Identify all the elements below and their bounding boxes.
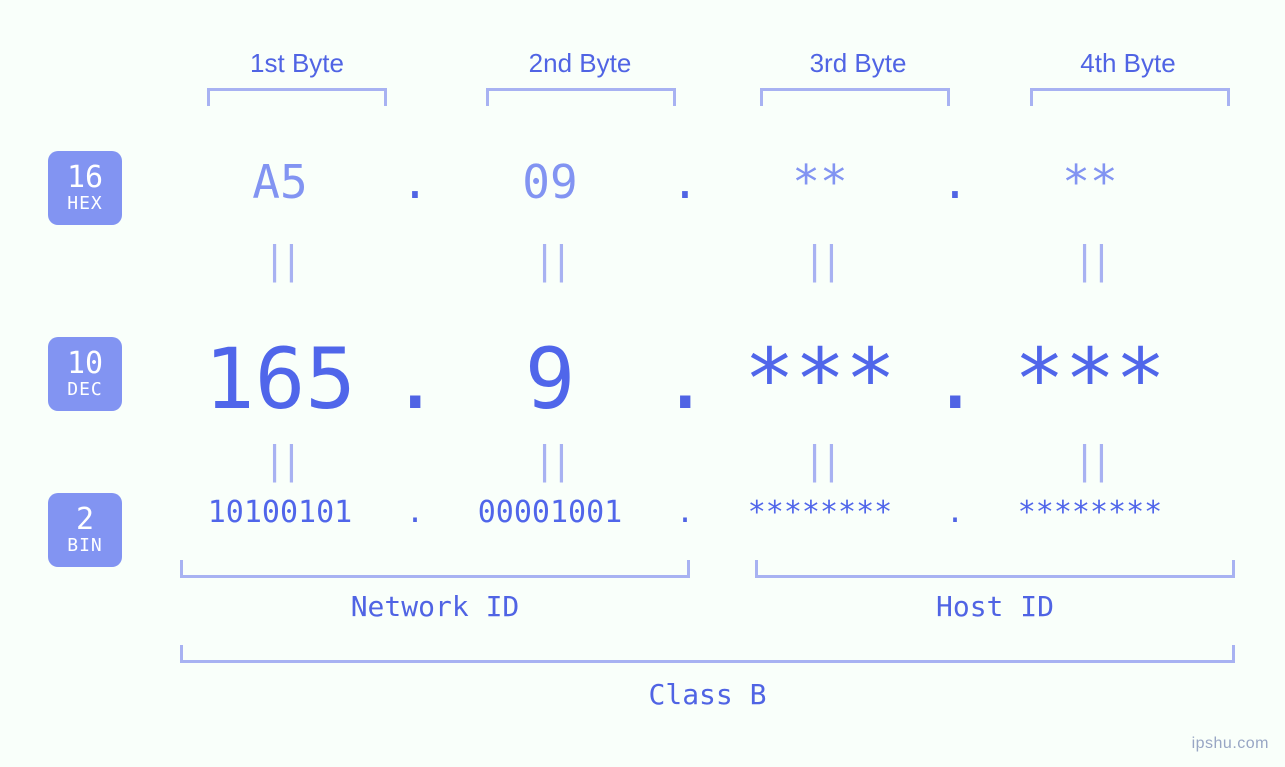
dot-icon: . <box>930 330 980 428</box>
equals-row-2: || || || || <box>170 438 1235 482</box>
bin-byte-3: ******** <box>710 495 930 530</box>
equals-icon: || <box>980 238 1200 282</box>
hex-byte-1: A5 <box>170 155 390 209</box>
byte-header-2: 2nd Byte <box>480 48 680 79</box>
equals-icon: || <box>440 438 660 482</box>
dot-icon: . <box>390 495 440 530</box>
network-id-bracket <box>180 560 690 578</box>
top-bracket-3 <box>760 88 950 106</box>
dot-icon: . <box>930 495 980 530</box>
class-label: Class B <box>180 678 1235 711</box>
network-id-label: Network ID <box>180 590 690 623</box>
hex-byte-2: 09 <box>440 155 660 209</box>
byte-header-1: 1st Byte <box>197 48 397 79</box>
hex-byte-4: ** <box>980 155 1200 209</box>
dot-icon: . <box>660 495 710 530</box>
equals-row-1: || || || || <box>170 238 1235 282</box>
equals-icon: || <box>710 238 930 282</box>
bin-byte-4: ******** <box>980 495 1200 530</box>
byte-header-3: 3rd Byte <box>758 48 958 79</box>
bin-byte-1: 10100101 <box>170 495 390 530</box>
host-id-label: Host ID <box>755 590 1235 623</box>
base-num-bin: 2 <box>76 505 94 535</box>
dot-icon: . <box>660 330 710 428</box>
base-badge-hex: 16 HEX <box>48 151 122 225</box>
bin-byte-2: 00001001 <box>440 495 660 530</box>
top-bracket-4 <box>1030 88 1230 106</box>
top-bracket-2 <box>486 88 676 106</box>
base-badge-bin: 2 BIN <box>48 493 122 567</box>
dec-byte-1: 165 <box>170 330 390 428</box>
bin-row: 10100101 . 00001001 . ******** . *******… <box>170 495 1235 530</box>
hex-byte-3: ** <box>710 155 930 209</box>
equals-icon: || <box>170 438 390 482</box>
dec-byte-3: *** <box>710 330 930 428</box>
watermark: ipshu.com <box>1192 735 1269 753</box>
base-abbr-bin: BIN <box>67 537 103 555</box>
dot-icon: . <box>660 155 710 209</box>
base-abbr-dec: DEC <box>67 381 103 399</box>
dec-byte-2: 9 <box>440 330 660 428</box>
byte-header-4: 4th Byte <box>1028 48 1228 79</box>
dot-icon: . <box>390 155 440 209</box>
dec-byte-4: *** <box>980 330 1200 428</box>
equals-icon: || <box>170 238 390 282</box>
base-badge-dec: 10 DEC <box>48 337 122 411</box>
dot-icon: . <box>390 330 440 428</box>
dot-icon: . <box>930 155 980 209</box>
equals-icon: || <box>980 438 1200 482</box>
base-num-hex: 16 <box>67 163 103 193</box>
equals-icon: || <box>710 438 930 482</box>
host-id-bracket <box>755 560 1235 578</box>
hex-row: A5 . 09 . ** . ** <box>170 155 1235 209</box>
class-bracket <box>180 645 1235 663</box>
base-num-dec: 10 <box>67 349 103 379</box>
top-bracket-1 <box>207 88 387 106</box>
equals-icon: || <box>440 238 660 282</box>
base-abbr-hex: HEX <box>67 195 103 213</box>
dec-row: 165 . 9 . *** . *** <box>170 330 1235 428</box>
